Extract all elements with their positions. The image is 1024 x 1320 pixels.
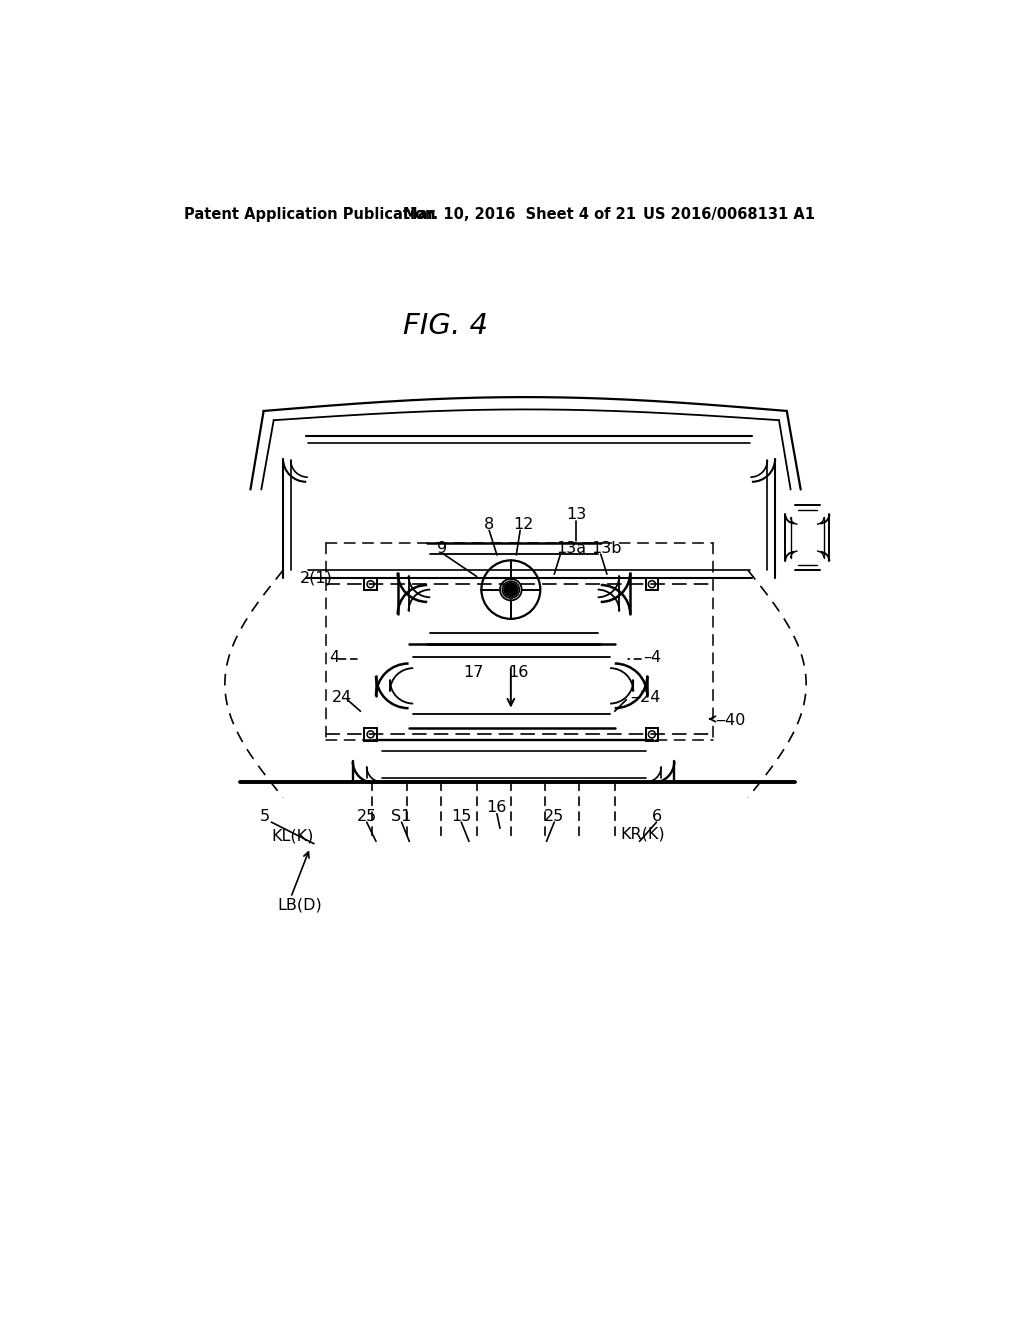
Text: ‒24: ‒24 xyxy=(630,690,660,705)
Bar xyxy=(646,578,658,590)
Text: 8: 8 xyxy=(484,516,495,532)
Text: US 2016/0068131 A1: US 2016/0068131 A1 xyxy=(643,207,815,222)
Text: FIG. 4: FIG. 4 xyxy=(403,313,488,341)
Bar xyxy=(646,729,658,741)
Text: 9: 9 xyxy=(437,540,446,556)
Text: ‒40: ‒40 xyxy=(716,713,745,729)
Text: 25: 25 xyxy=(544,809,564,824)
Circle shape xyxy=(504,582,518,597)
Text: KL(K): KL(K) xyxy=(271,829,313,843)
Text: 25: 25 xyxy=(356,809,377,824)
Text: 13b: 13b xyxy=(592,540,622,556)
Text: 12: 12 xyxy=(513,516,534,532)
Text: 13a: 13a xyxy=(556,540,586,556)
Text: Patent Application Publication: Patent Application Publication xyxy=(183,207,435,222)
Text: S1: S1 xyxy=(391,809,412,824)
Text: 24: 24 xyxy=(332,690,352,705)
Text: 5: 5 xyxy=(259,809,269,824)
Text: 4: 4 xyxy=(330,649,340,665)
Text: –4: –4 xyxy=(643,649,662,665)
Text: 16: 16 xyxy=(486,800,507,814)
Text: 13: 13 xyxy=(566,507,586,523)
Bar xyxy=(365,729,377,741)
Bar xyxy=(365,578,377,590)
Text: 6: 6 xyxy=(651,809,662,824)
Text: 2(1): 2(1) xyxy=(300,570,333,586)
Text: 17: 17 xyxy=(464,665,483,680)
Text: 15: 15 xyxy=(451,809,471,824)
Text: 16: 16 xyxy=(508,665,528,680)
Text: Mar. 10, 2016  Sheet 4 of 21: Mar. 10, 2016 Sheet 4 of 21 xyxy=(403,207,636,222)
Text: LB(D): LB(D) xyxy=(278,898,323,913)
Text: KR(K): KR(K) xyxy=(621,826,665,842)
